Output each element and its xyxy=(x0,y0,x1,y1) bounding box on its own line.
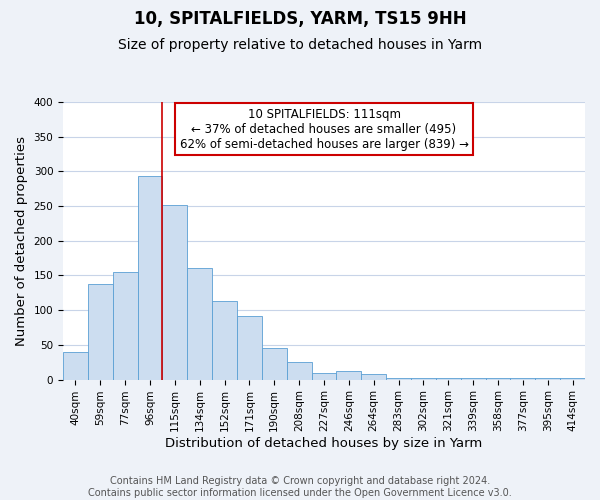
Bar xyxy=(137,176,163,380)
Bar xyxy=(163,206,187,380)
Bar xyxy=(436,378,461,380)
Text: 10 SPITALFIELDS: 111sqm
← 37% of detached houses are smaller (495)
62% of semi-d: 10 SPITALFIELDS: 111sqm ← 37% of detache… xyxy=(179,108,469,150)
Bar xyxy=(88,284,113,380)
Bar xyxy=(535,378,560,380)
Bar xyxy=(511,378,535,380)
Bar xyxy=(113,272,137,380)
X-axis label: Distribution of detached houses by size in Yarm: Distribution of detached houses by size … xyxy=(166,437,482,450)
Bar xyxy=(237,316,262,380)
Bar xyxy=(63,352,88,380)
Text: 10, SPITALFIELDS, YARM, TS15 9HH: 10, SPITALFIELDS, YARM, TS15 9HH xyxy=(134,10,466,28)
Bar xyxy=(212,301,237,380)
Bar xyxy=(560,378,585,380)
Bar xyxy=(386,378,411,380)
Bar xyxy=(187,268,212,380)
Bar xyxy=(411,378,436,380)
Y-axis label: Number of detached properties: Number of detached properties xyxy=(15,136,28,346)
Bar xyxy=(337,370,361,380)
Bar xyxy=(262,348,287,380)
Bar xyxy=(461,378,485,380)
Bar xyxy=(361,374,386,380)
Bar xyxy=(311,372,337,380)
Text: Size of property relative to detached houses in Yarm: Size of property relative to detached ho… xyxy=(118,38,482,52)
Text: Contains HM Land Registry data © Crown copyright and database right 2024.
Contai: Contains HM Land Registry data © Crown c… xyxy=(88,476,512,498)
Bar xyxy=(485,378,511,380)
Bar xyxy=(287,362,311,380)
